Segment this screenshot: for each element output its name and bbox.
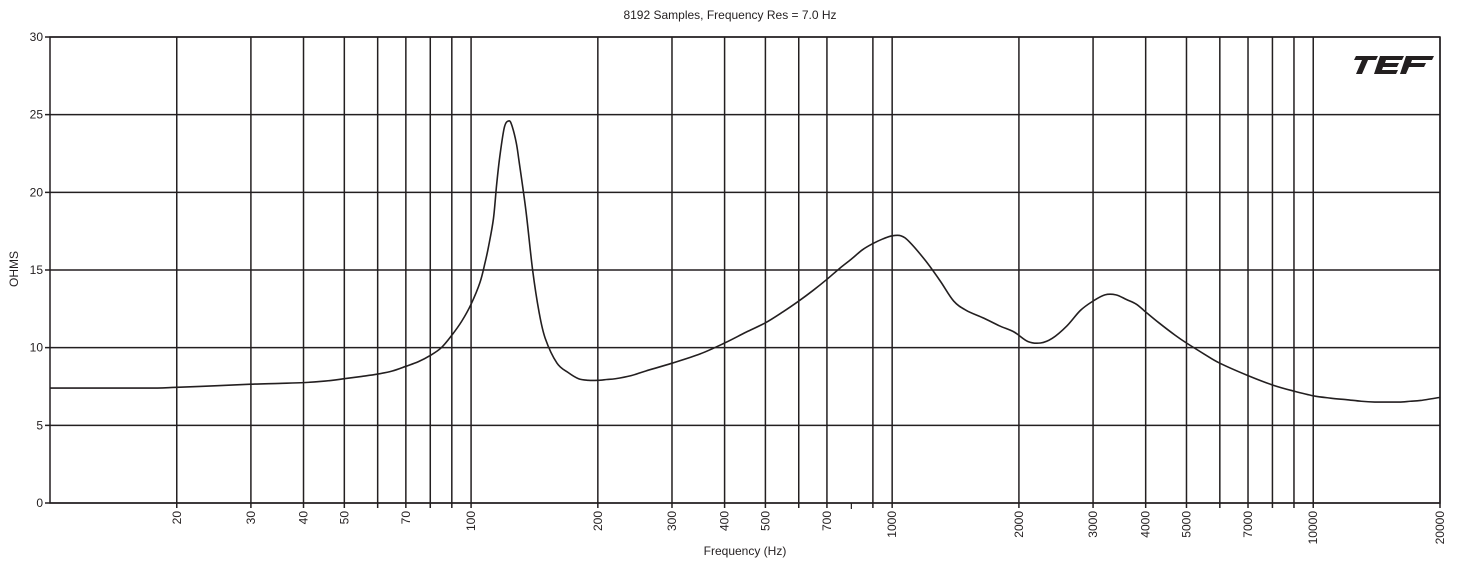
y-tick-label: 15 — [30, 263, 44, 277]
x-tick-label: 20000 — [1433, 511, 1447, 545]
chart-title: 8192 Samples, Frequency Res = 7.0 Hz — [623, 8, 837, 22]
x-tick-label: 300 — [665, 511, 679, 531]
x-axis-label: Frequency (Hz) — [703, 544, 787, 558]
x-tick-label: 40 — [297, 511, 311, 525]
x-tick-label: 200 — [591, 511, 605, 531]
x-tick-label: 7000 — [1241, 511, 1255, 538]
x-tick-label: 70 — [399, 511, 413, 525]
grid-lines — [45, 36, 1441, 509]
impedance-curve — [50, 120, 1441, 403]
x-tick-label: 4000 — [1139, 511, 1153, 538]
x-tick-label: 500 — [758, 511, 772, 531]
x-tick-label: 50 — [337, 511, 351, 525]
plot-frame — [49, 36, 1441, 504]
y-tick-label: 5 — [36, 418, 43, 432]
x-tick-label: 400 — [718, 511, 732, 531]
y-tick-label: 0 — [36, 496, 43, 510]
y-tick-label: 30 — [30, 30, 44, 44]
y-tick-label: 20 — [30, 185, 44, 199]
x-tick-label: 30 — [244, 511, 258, 525]
x-tick-label: 2000 — [1012, 511, 1026, 538]
tick-labels: 0 5 10 15 20 25 30 20 30 40 50 70 100 200 300 400 500 700… — [30, 30, 1447, 544]
tef-logo — [1354, 56, 1434, 74]
x-tick-label: 100 — [464, 511, 478, 531]
y-tick-label: 10 — [30, 341, 44, 355]
x-tick-label: 1000 — [885, 511, 899, 538]
y-tick-label: 25 — [30, 108, 44, 122]
x-tick-label: 3000 — [1086, 511, 1100, 538]
x-tick-label: 5000 — [1179, 511, 1193, 538]
x-tick-label: 20 — [170, 511, 184, 525]
x-tick-label: 700 — [820, 511, 834, 531]
x-tick-label: 10000 — [1306, 511, 1320, 545]
